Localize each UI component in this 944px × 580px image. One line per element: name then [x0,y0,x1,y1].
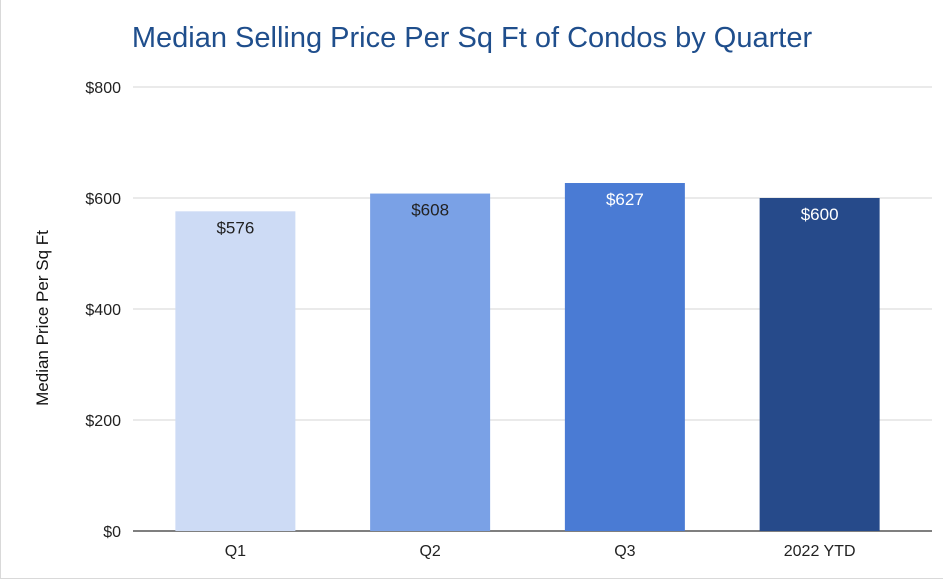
data-label: $608 [411,201,449,220]
x-tick-label: 2022 YTD [784,543,856,560]
y-tick-label: $0 [103,524,121,541]
x-tick-labels: Q1 Q2 Q3 2022 YTD [225,543,856,560]
data-label: $600 [801,205,839,224]
x-tick-label: Q2 [419,543,440,560]
data-labels: $576 $608 $627 $600 [216,190,838,237]
x-tick-label: Q3 [614,543,635,560]
y-axis-label: Median Price Per Sq Ft [33,230,52,406]
chart-title: Median Selling Price Per Sq Ft of Condos… [131,22,813,54]
bars [175,183,880,531]
bar-q2 [370,193,491,531]
x-tick-label: Q1 [225,543,246,560]
y-tick-label: $400 [85,302,121,319]
y-tick-label: $800 [85,80,121,97]
data-label: $576 [216,218,254,237]
bar-2022-ytd [759,198,880,531]
data-label: $627 [606,190,644,209]
y-tick-label: $200 [85,413,121,430]
y-tick-label: $600 [85,191,121,208]
bar-q3 [564,183,685,531]
bar-q1 [175,211,296,531]
y-tick-labels: $0 $200 $400 $600 $800 [85,80,121,541]
